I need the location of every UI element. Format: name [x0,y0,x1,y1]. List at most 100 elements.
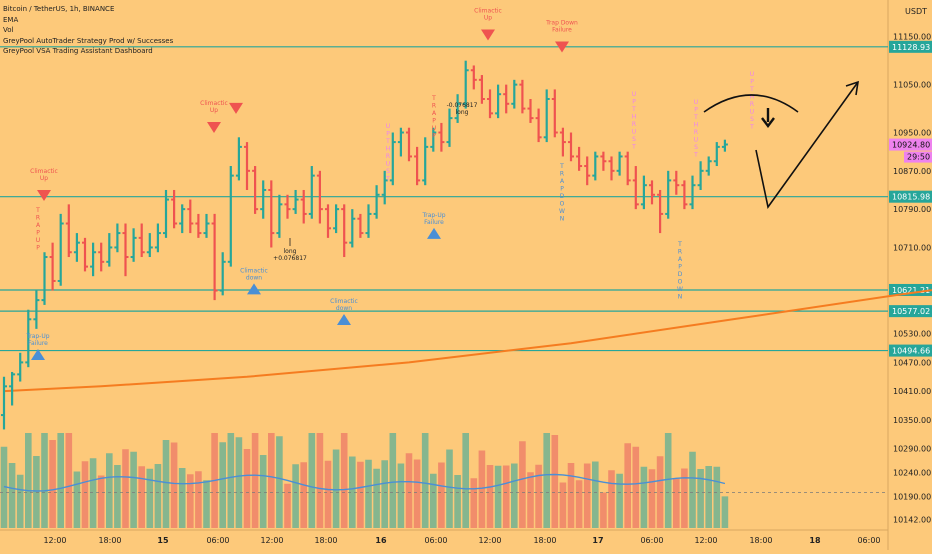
upthrust-annotation: T [385,176,390,183]
upthrust-annotation: T [631,106,636,113]
trap-down-annotation: P [560,186,564,193]
volume-bar [41,433,48,528]
x-tick-label: 12:00 [260,536,283,545]
volume-bar [146,468,154,528]
volume-bar [227,433,235,528]
volume-bar [624,443,631,528]
volume-bar [373,468,380,528]
sell-signal-triangle[interactable] [555,41,569,53]
chart-legend: Bitcoin / TetherUS, 1h, BINANCE EMA Vol … [3,4,173,57]
drawn-projection-line[interactable] [755,81,859,209]
volume-bar [203,480,210,528]
upthrust-annotation: S [632,136,636,143]
strategy-legend-item[interactable]: GreyPool AutoTrader Strategy Prod w/ Suc… [3,36,174,45]
ema-line [3,289,932,393]
y-tick-label: 11050.00 [893,81,931,90]
volume-bar [25,433,32,528]
y-tick-label: 10290.00 [893,445,931,454]
level-price-label: 10621.21 [892,286,930,295]
level-price-tag [889,40,932,53]
volume-bar [721,496,729,528]
upthrust-annotation: P [694,107,698,114]
buy-signal-triangle[interactable] [247,283,261,295]
level-price-label: 10577.02 [892,307,930,316]
signal-label: Up [484,15,492,22]
trap-up-annotation: U [36,237,40,244]
signal-label: Climactic [200,100,228,107]
buy-signal-triangle[interactable] [427,227,441,239]
trap-down-annotation: A [560,178,565,185]
sell-signal-triangle[interactable] [207,121,221,133]
dashboard-legend-item[interactable]: GreyPool VSA Trading Assistant Dashboard [3,47,153,55]
vol-legend-item[interactable]: Vol [3,26,14,34]
ema-legend-item[interactable]: EMA [3,15,19,24]
sell-signal-triangle[interactable] [229,102,243,114]
y-tick-label: 10790.00 [893,205,931,214]
x-tick-label: 15 [157,536,169,545]
level-price-tag [889,344,932,357]
buy-signal-triangle[interactable] [31,348,45,360]
volume-bar [689,451,696,528]
trap-down-annotation: O [560,201,565,208]
trap-down-annotation: T [677,241,682,248]
volume-bar [713,466,721,528]
trap-up-annotation: R [432,103,436,110]
volume-bar [170,442,178,528]
volume-bar [162,440,170,528]
x-tick-label: 12:00 [478,536,501,545]
volume-bar [292,464,299,528]
trap-down-annotation: T [559,163,564,170]
volume-bar [97,475,105,528]
signal-label: Climactic [240,267,268,274]
drawn-down-arrow[interactable] [761,108,775,128]
sell-signal-triangle[interactable] [481,29,495,41]
upthrust-annotation: H [632,114,637,121]
upthrust-annotation: R [386,153,390,160]
volume-bar [446,449,453,528]
y-tick-label: 11150.00 [893,33,931,42]
signal-label: down [336,305,352,312]
y-tick-label: 10950.00 [893,129,931,138]
volume-bar [73,471,81,528]
volume-bar [332,449,340,528]
volume-bar [178,468,186,528]
x-tick-label: 06:00 [640,536,663,545]
upthrust-annotation: U [750,109,754,116]
y-tick-label: 10350.00 [893,416,931,425]
trap-down-annotation: R [678,249,682,256]
volume-bar [681,468,688,528]
upthrust-annotation: U [694,137,698,144]
sell-signal-triangle[interactable] [37,189,51,201]
trap-up-annotation: P [432,118,436,125]
upthrust-annotation: U [750,71,754,78]
x-tick-label: 06:00 [206,536,229,545]
volume-bar [300,462,307,528]
buy-signal-triangle[interactable] [337,314,351,326]
volume-bar [592,461,599,528]
drawn-arrowhead[interactable] [845,80,859,96]
upthrust-annotation: U [632,129,636,136]
volume-bar [114,465,121,528]
volume-bar [583,463,591,528]
volume-bar [454,475,461,528]
trade-label: -0.076817 [447,102,478,109]
price-axis-panel[interactable] [888,0,932,550]
current-price-tag [889,138,932,151]
trap-down-annotation: N [678,294,683,301]
volume-bar [381,460,388,528]
signal-label: Climactic [474,8,502,15]
volume-bar [705,466,712,528]
volume-bar [559,482,567,528]
trade-label: +0.076817 [273,255,307,262]
trade-label: long [456,109,469,116]
volume-bar [33,456,40,528]
upthrust-annotation: H [386,146,391,153]
volume-bar [16,474,24,528]
drawn-arc[interactable] [703,94,799,113]
trap-up-annotation: T [35,207,40,214]
volume-bar [57,433,64,528]
symbol-title[interactable]: Bitcoin / TetherUS, 1h, BINANCE [3,5,115,13]
trap-down-annotation: D [560,193,565,200]
